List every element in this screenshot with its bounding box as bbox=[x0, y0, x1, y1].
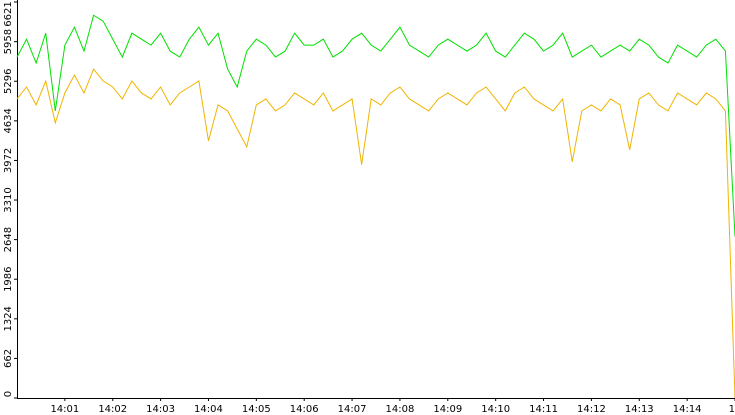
x-tick-label: 14:02 bbox=[98, 404, 127, 415]
y-tick-label: 3310 bbox=[3, 187, 14, 212]
x-tick-label: 14:13 bbox=[625, 404, 654, 415]
x-tick-label: 14:12 bbox=[577, 404, 606, 415]
x-tick-label: 14:09 bbox=[433, 404, 462, 415]
x-tick-label: 14:11 bbox=[529, 404, 558, 415]
y-tick-label: 1986 bbox=[3, 266, 14, 291]
x-tick-label: 14:06 bbox=[290, 404, 319, 415]
x-tick-label: 14:10 bbox=[481, 404, 510, 415]
x-tick-label: 14:05 bbox=[242, 404, 271, 415]
y-tick-label: 662 bbox=[3, 349, 14, 368]
y-tick-label: 6621 bbox=[3, 1, 14, 26]
y-tick-label: 0 bbox=[3, 391, 14, 397]
y-tick-label: 1324 bbox=[3, 306, 14, 331]
y-tick-label: 3972 bbox=[3, 148, 14, 173]
y-tick-label: 2648 bbox=[3, 227, 14, 252]
x-tick-label: 14:01 bbox=[50, 404, 79, 415]
x-tick-label: 14:07 bbox=[338, 404, 367, 415]
x-tick-label: 14:08 bbox=[386, 404, 415, 415]
x-tick-label: 14:04 bbox=[194, 404, 223, 415]
y-tick-label: 5958 bbox=[3, 29, 14, 54]
series-line bbox=[16, 14, 735, 237]
y-tick-label: 5296 bbox=[3, 69, 14, 94]
x-tick-label: 14 bbox=[729, 404, 735, 415]
y-tick-label: 4634 bbox=[3, 108, 14, 133]
series-line bbox=[16, 68, 735, 399]
x-tick-label: 14:14 bbox=[673, 404, 702, 415]
x-tick-label: 14:03 bbox=[146, 404, 175, 415]
